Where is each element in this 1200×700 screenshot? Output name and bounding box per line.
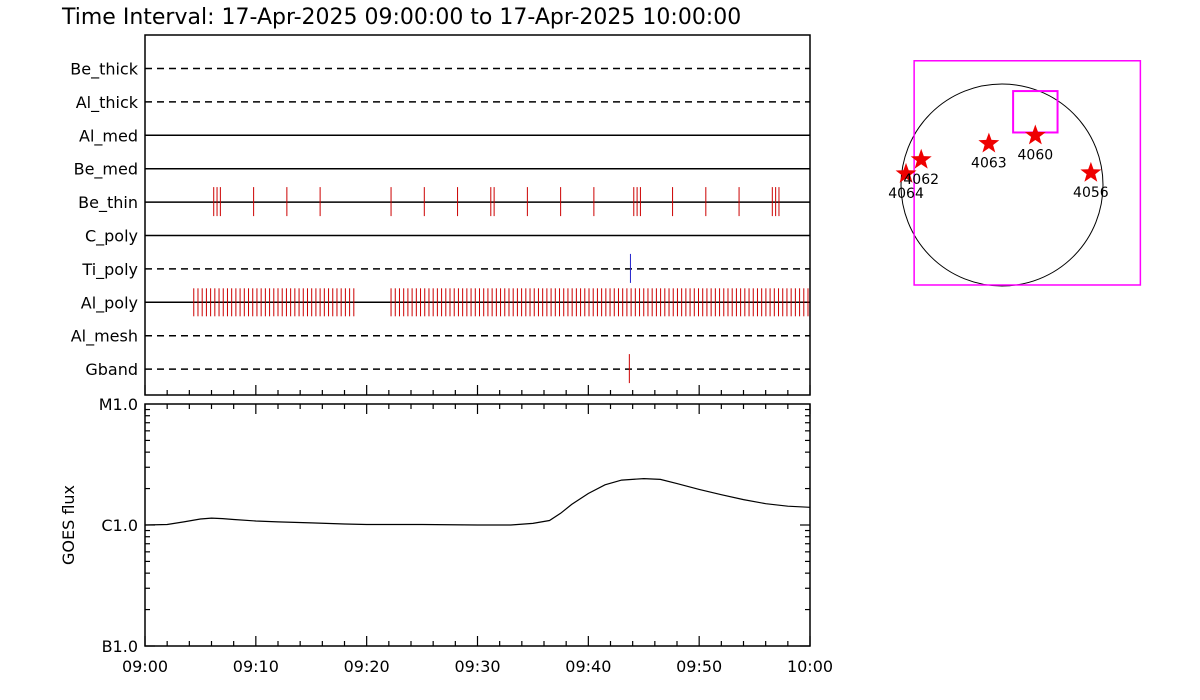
sunspot-star-4063 [978, 132, 1000, 153]
row-label-al-med: Al_med [79, 126, 138, 146]
filter-timeline: Be_thick Al_thick Al_med Be_med Be_thin C_pol… [70, 34, 811, 396]
row-label-ti-poly: Ti_poly [81, 260, 138, 280]
sunspot-label-4056: 4056 [1073, 185, 1109, 201]
row-label-be-thick: Be_thick [70, 60, 138, 80]
timeline-frame [144, 34, 811, 396]
sunspot-label-4060: 4060 [1018, 148, 1054, 164]
row-label-al-mesh: Al_mesh [71, 327, 138, 347]
x-tick-label-2: 09:20 [344, 657, 390, 676]
sunspot-star-4060 [1024, 124, 1046, 145]
row-label-al-poly: Al_poly [81, 293, 138, 313]
y-tick-label-1: C1.0 [101, 516, 138, 535]
row-label-al-thick: Al_thick [76, 93, 139, 113]
row-label-gband: Gband [85, 360, 138, 379]
sunspot-star-4064 [895, 162, 917, 183]
x-tick-label-0: 09:00 [122, 657, 168, 676]
sunspot-star-4062 [910, 148, 932, 169]
goes-flux-line [144, 477, 811, 526]
page-title: Time Interval: 17-Apr-2025 09:00:00 to 1… [61, 5, 741, 30]
row-label-be-thin: Be_thin [78, 193, 138, 213]
solar-limb [900, 83, 1104, 287]
y-tick-label-0: B1.0 [102, 637, 138, 656]
y-tick-label-2: M1.0 [99, 395, 138, 414]
sunspot-star-4056 [1080, 161, 1102, 182]
x-tick-label-4: 09:40 [565, 657, 611, 676]
goes-flux-plot: 09:00 09:10 09:20 09:30 09:40 09:50 10:00 B1.0 C… [59, 395, 833, 676]
row-label-c-poly: C_poly [85, 227, 138, 247]
sunspot-label-4062: 4062 [903, 172, 939, 188]
row-label-be-med: Be_med [74, 160, 138, 180]
sunspot-label-4063: 4063 [971, 156, 1007, 172]
field-of-view-box [913, 60, 1142, 286]
x-tick-label-1: 09:10 [233, 657, 279, 676]
y-axis-label: GOES flux [59, 485, 78, 565]
x-tick-label-5: 09:50 [676, 657, 722, 676]
sunspot-label-4064: 4064 [888, 186, 924, 202]
x-tick-label-6: 10:00 [787, 657, 833, 676]
x-tick-label-3: 09:30 [454, 657, 500, 676]
